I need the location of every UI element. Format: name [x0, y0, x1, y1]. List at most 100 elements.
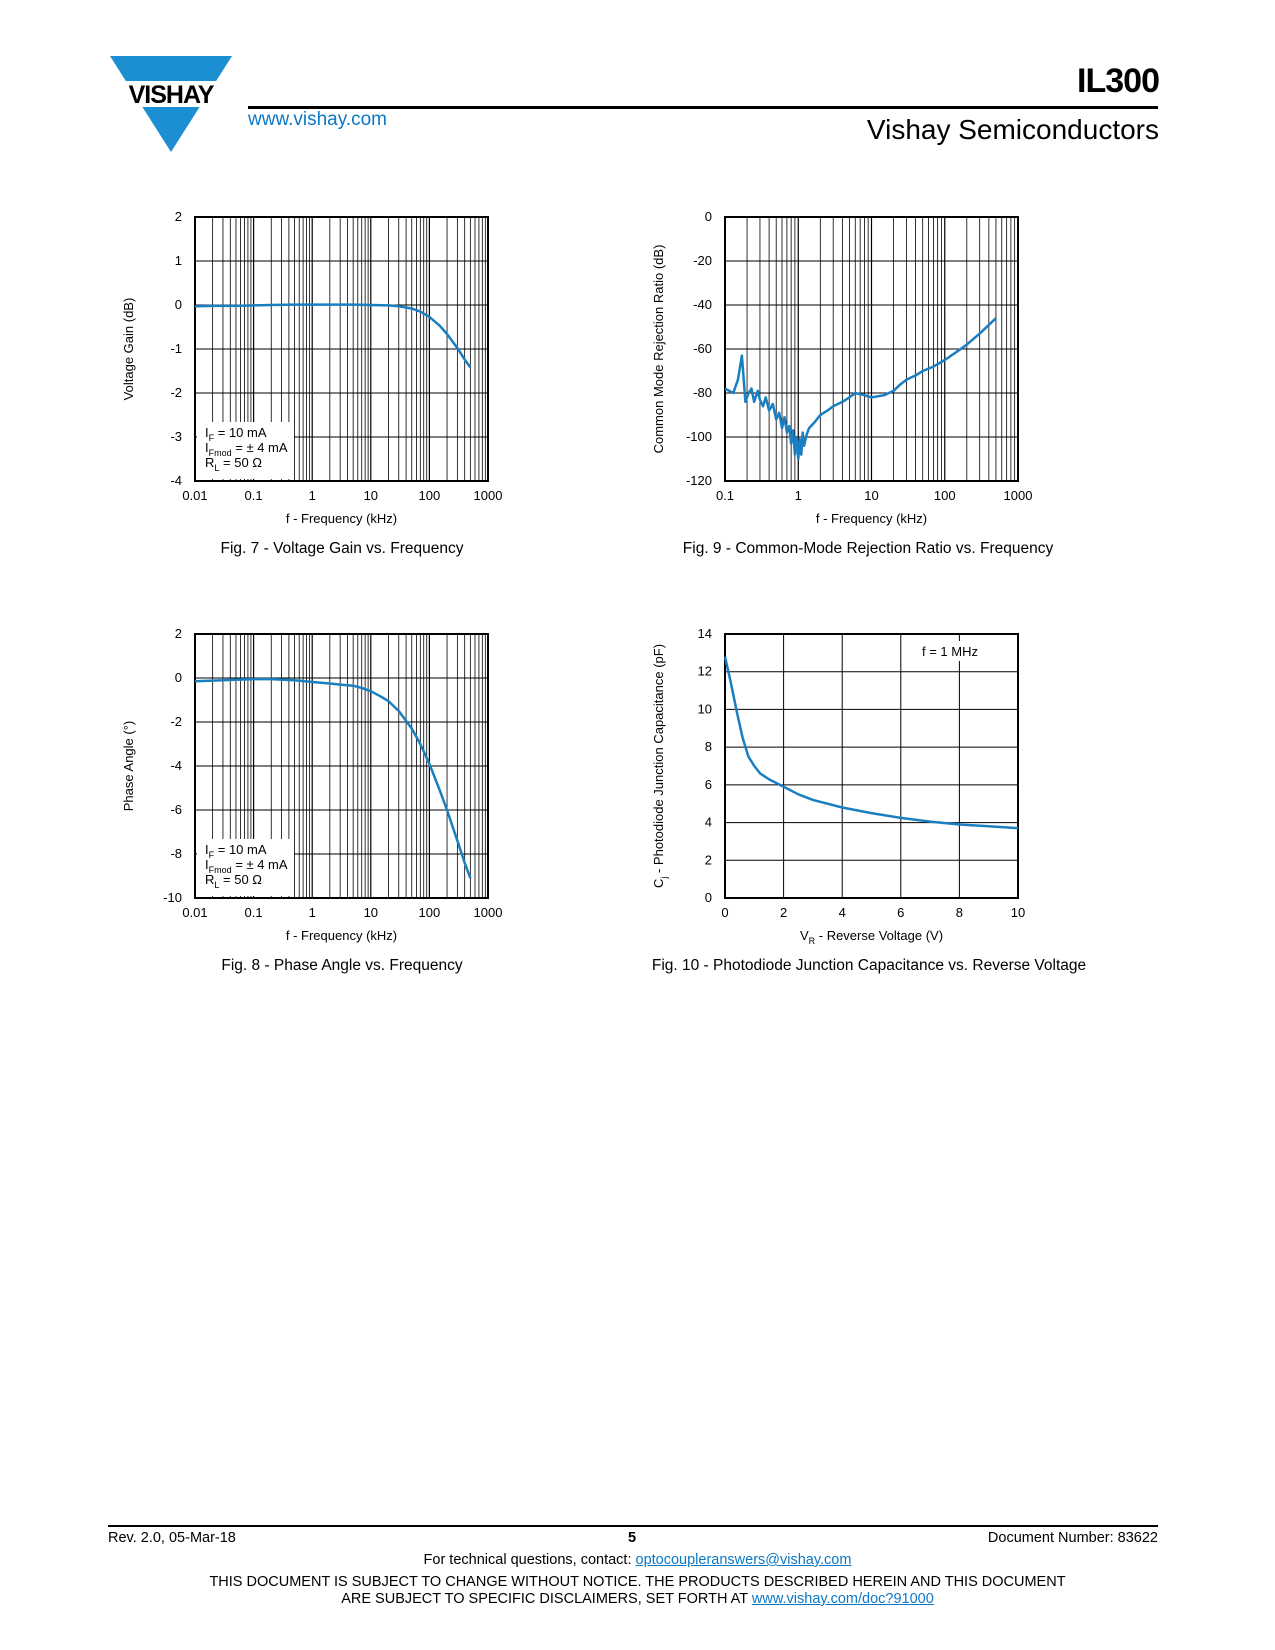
footer-document-number: Document Number: 83622	[987, 1530, 1158, 1546]
fig7-y-axis-label: Voltage Gain (dB)	[121, 298, 136, 401]
fig7-y-tick-label: 1	[175, 253, 182, 268]
fig10-x-tick-label: 6	[897, 905, 904, 920]
fig7-x-tick-label: 10	[364, 488, 378, 503]
fig8-y-tick-label: 2	[175, 626, 182, 641]
fig9-y-axis-label: Common Mode Rejection Ratio (dB)	[651, 245, 666, 454]
fig9-x-tick-label: 10	[864, 488, 878, 503]
footer-disclaimer-line2-text: ARE SUBJECT TO SPECIFIC DISCLAIMERS, SET…	[341, 1591, 752, 1607]
fig7-chart: IF = 10 mA IFmod = ± 4 mA RL = 50 Ω 0.01 0.1…	[110, 200, 530, 540]
fig7-y-tick-label: -4	[170, 473, 182, 488]
fig7-y-tick-label: -1	[170, 341, 182, 356]
fig9-y-tick-label: -40	[693, 297, 712, 312]
fig9-gridlines	[724, 216, 1018, 482]
fig7-frame	[194, 216, 489, 482]
fig7-legend-line: IF = 10 mA	[205, 425, 267, 443]
footer-contact-label: For technical questions, contact:	[423, 1552, 636, 1568]
fig10-x-tick-label: 2	[780, 905, 787, 920]
fig9-x-tick-label: 0.1	[716, 488, 734, 503]
fig7-legend-line: RL = 50 Ω	[205, 455, 262, 473]
fig10-y-axis-label: Cj - Photodiode Junction Capacitance (pF…	[651, 644, 669, 888]
fig8-y-axis-label: Phase Angle (°)	[121, 721, 136, 811]
company-division: Vishay Semiconductors	[866, 114, 1159, 145]
part-number: IL300	[1077, 62, 1160, 100]
fig7-x-tick-label: 0.01	[182, 488, 207, 503]
fig10-x-tick-label: 8	[956, 905, 963, 920]
fig8-x-tick-label: 0.01	[182, 905, 207, 920]
footer-disclaimer-line1: THIS DOCUMENT IS SUBJECT TO CHANGE WITHO…	[209, 1574, 1066, 1590]
website-link[interactable]: www.vishay.com	[248, 109, 388, 130]
fig8-frame	[194, 633, 489, 899]
footer-disclaimer-link[interactable]: www.vishay.com/doc?91000	[751, 1591, 934, 1607]
fig10-y-tick-label: 14	[698, 626, 712, 641]
fig8-x-tick-label: 1000	[474, 905, 503, 920]
fig9-frame	[724, 216, 1019, 482]
fig9-y-tick-label: 0	[705, 209, 712, 224]
fig10-y-tick-label: 10	[698, 701, 712, 716]
fig10-chart: f = 1 MHz 0 2 4 6 8 10 14 12 10 8 6 4 2 0 VR - Reverse …	[640, 617, 1060, 957]
fig10-y-tick-label: 12	[698, 664, 712, 679]
fig8-x-tick-label: 1	[309, 905, 316, 920]
fig9-y-tick-label: -20	[693, 253, 712, 268]
fig10-x-tick-label: 10	[1011, 905, 1025, 920]
fig8-x-axis-label: f - Frequency (kHz)	[286, 928, 397, 943]
fig7-legend-line: IFmod = ± 4 mA	[205, 440, 288, 458]
footer-rule	[108, 1525, 1158, 1527]
footer-disclaimer-line2: ARE SUBJECT TO SPECIFIC DISCLAIMERS, SET…	[0, 1591, 1275, 1608]
fig10-x-tick-label: 0	[721, 905, 728, 920]
footer-contact: For technical questions, contact: optoco…	[0, 1552, 1275, 1568]
fig10-gridlines	[724, 633, 1019, 899]
fig9-x-axis-label: f - Frequency (kHz)	[816, 511, 927, 526]
fig9-y-tick-label: -120	[686, 473, 712, 488]
footer-disclaimer: THIS DOCUMENT IS SUBJECT TO CHANGE WITHO…	[0, 1574, 1275, 1608]
fig7-caption: Fig. 7 - Voltage Gain vs. Frequency	[220, 540, 464, 557]
fig10-x-axis-label: VR - Reverse Voltage (V)	[800, 928, 943, 946]
fig7-x-tick-label: 0.1	[245, 488, 263, 503]
fig9-series-line	[724, 317, 997, 461]
fig8-y-tick-label: -4	[170, 758, 182, 773]
fig8-x-tick-label: 0.1	[245, 905, 263, 920]
fig7-x-tick-label: 1000	[474, 488, 503, 503]
fig9-x-tick-label: 100	[934, 488, 956, 503]
fig8-y-tick-label: -2	[170, 714, 182, 729]
fig9-plot: 0.1 1 10 100 1000 0 -20 -40 -60 -80 -100 -120 f - Fr…	[651, 209, 1032, 526]
fig10-x-tick-label: 4	[839, 905, 846, 920]
fig9-y-tick-label: -80	[693, 385, 712, 400]
fig7-y-tick-label: -3	[170, 429, 182, 444]
fig8-series-line	[194, 677, 472, 879]
fig7-x-axis-label: f - Frequency (kHz)	[286, 511, 397, 526]
fig10-frame	[724, 633, 1019, 899]
footer-revision: Rev. 2.0, 05-Mar-18	[108, 1530, 236, 1546]
fig10-plot: f = 1 MHz 0 2 4 6 8 10 14 12 10 8 6 4 2 0 VR - Reverse …	[651, 626, 1025, 946]
fig7-y-tick-label: 2	[175, 209, 182, 224]
logo-band	[108, 81, 234, 107]
fig7-y-tick-label: 0	[175, 297, 182, 312]
fig10-y-tick-label: 6	[705, 777, 712, 792]
fig8-y-tick-label: -8	[170, 846, 182, 861]
footer-page-number: 5	[628, 1530, 637, 1546]
logo-text: VISHAY	[129, 81, 215, 109]
fig7-legend-box	[197, 422, 294, 479]
fig10-annotation-box	[914, 641, 1000, 661]
fig10-annotation: f = 1 MHz	[922, 644, 978, 659]
fig10-y-tick-label: 8	[705, 739, 712, 754]
fig8-chart: IF = 10 mA IFmod = ± 4 mA RL = 50 Ω 0.01 0.1…	[110, 617, 530, 957]
fig10-y-tick-label: 4	[705, 815, 712, 830]
fig8-x-tick-label: 100	[419, 905, 441, 920]
fig9-y-tick-label: -60	[693, 341, 712, 356]
fig9-y-tick-label: -100	[686, 429, 712, 444]
fig8-legend-line: IFmod = ± 4 mA	[205, 857, 288, 875]
fig8-y-tick-label: 0	[175, 670, 182, 685]
fig8-x-tick-label: 10	[364, 905, 378, 920]
fig8-legend-line: IF = 10 mA	[205, 842, 267, 860]
fig7-x-tick-label: 1	[309, 488, 316, 503]
fig8-y-tick-label: -10	[163, 890, 182, 905]
footer-contact-email[interactable]: optocoupleranswers@vishay.com	[635, 1552, 852, 1568]
header-rule	[248, 106, 1158, 109]
fig8-y-tick-label: -6	[170, 802, 182, 817]
fig10-caption: Fig. 10 - Photodiode Junction Capacitanc…	[651, 957, 1087, 974]
fig8-legend-box	[197, 839, 294, 896]
fig9-caption: Fig. 9 - Common-Mode Rejection Ratio vs.…	[682, 540, 1054, 557]
fig9-x-tick-label: 1	[795, 488, 802, 503]
